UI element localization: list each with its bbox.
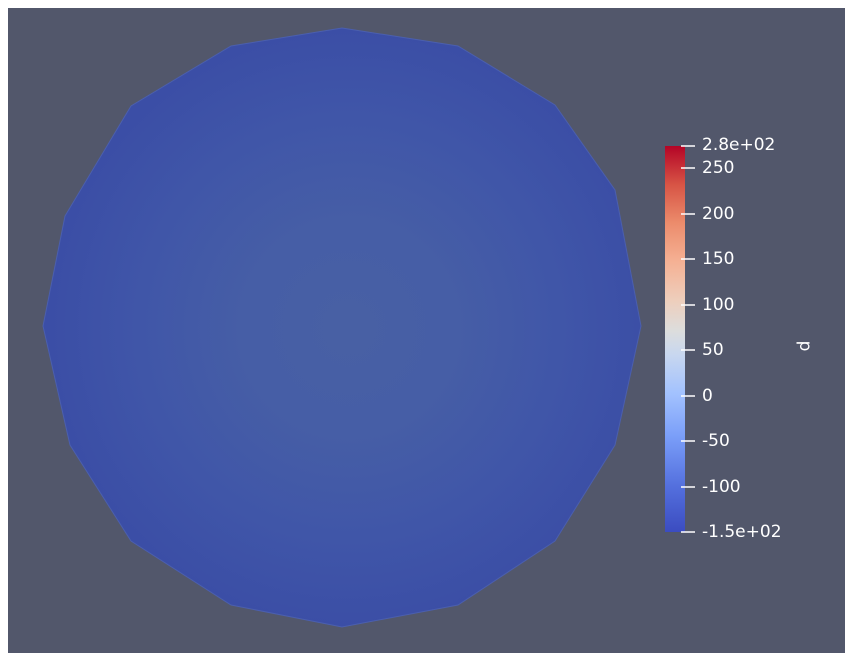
render-viewport[interactable]: 2.8e+02 250 200 150 100 50 0 -50 -100 -1… xyxy=(8,8,845,653)
colorbar-gradient xyxy=(665,146,685,532)
mesh-surface[interactable] xyxy=(42,27,642,628)
colorbar-label-250: 250 xyxy=(702,158,735,178)
colorbar-label-min: -1.5e+02 xyxy=(702,522,782,542)
render-scene[interactable] xyxy=(8,8,845,653)
colorbar-label-50: 50 xyxy=(702,340,724,360)
colorbar-label-150: 150 xyxy=(702,249,735,269)
colorbar-label-100: 100 xyxy=(702,295,735,315)
colorbar-label-m50: -50 xyxy=(702,431,730,451)
colorbar-label-200: 200 xyxy=(702,204,735,224)
colorbar-ticks xyxy=(681,145,695,533)
colorbar-label-0: 0 xyxy=(702,386,713,406)
colorbar-label-m100: -100 xyxy=(702,477,741,497)
colorbar-title: p xyxy=(795,340,815,352)
colorbar-label-max: 2.8e+02 xyxy=(702,135,776,155)
